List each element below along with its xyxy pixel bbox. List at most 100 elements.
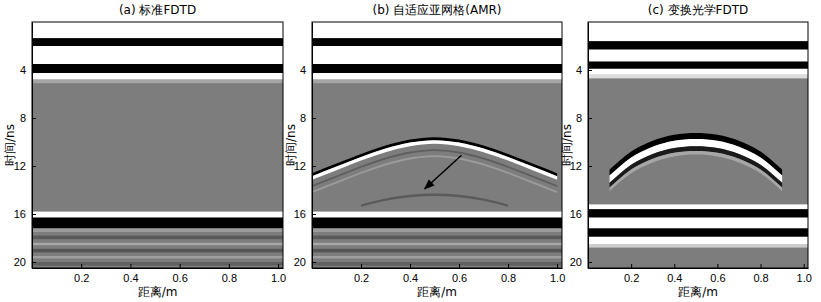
y-tick: 4 <box>20 64 36 76</box>
diffraction-hyperbola <box>312 140 557 180</box>
panel-title: (a) 标准FDTD <box>119 3 196 17</box>
y-axis-line <box>32 23 33 269</box>
reflection-band <box>588 204 808 209</box>
x-tick-label: 1.0 <box>550 272 565 284</box>
x-tick-mark <box>717 264 718 268</box>
x-tick-label: 0.2 <box>624 272 639 284</box>
x-tick: 0.2 <box>354 264 369 284</box>
x-axis: 0.2 0.4 0.6 0.8 1.0 <box>33 264 287 284</box>
reflection-band <box>588 69 808 75</box>
y-tick-mark <box>312 262 316 263</box>
x-tick-label: 0.6 <box>172 272 187 284</box>
x-tick-mark <box>180 264 181 268</box>
y-tick-label: 8 <box>300 112 306 124</box>
x-tick-label: 1.0 <box>271 272 286 284</box>
reflection-band <box>312 256 562 258</box>
diffraction-hyperbola <box>610 139 783 183</box>
reflection-band <box>312 22 562 38</box>
y-tick: 8 <box>300 112 316 124</box>
y-tick-mark <box>588 118 592 119</box>
y-tick-label: 16 <box>570 208 582 220</box>
reflection-band <box>32 256 283 258</box>
x-tick-label: 0.2 <box>354 272 369 284</box>
x-tick-mark <box>130 264 131 268</box>
reflection-band <box>32 218 283 229</box>
y-tick-label: 20 <box>294 256 306 268</box>
x-tick-label: 0.4 <box>667 272 682 284</box>
y-tick-mark <box>588 166 592 167</box>
x-tick: 0.4 <box>403 264 418 284</box>
y-tick: 16 <box>570 208 592 220</box>
reflection-band <box>312 212 562 218</box>
y-tick-label: 4 <box>20 64 26 76</box>
x-tick: 1.0 <box>271 264 286 284</box>
reflection-band <box>588 62 808 69</box>
x-tick-label: 0.6 <box>710 272 725 284</box>
x-tick-mark <box>361 264 362 268</box>
reflection-band <box>32 73 283 80</box>
reflection-band <box>588 50 808 62</box>
reflection-band <box>588 228 808 236</box>
y-axis-title: 时间/ns <box>560 124 574 166</box>
y-tick-mark <box>32 262 36 263</box>
reflection-band <box>32 262 283 266</box>
reflection-band <box>312 236 562 240</box>
reflection-band <box>588 75 808 79</box>
x-tick-label: 0.6 <box>452 272 467 284</box>
x-tick-label: 0.8 <box>222 272 237 284</box>
y-tick-label: 20 <box>14 256 26 268</box>
reflection-band <box>588 237 808 244</box>
panel: 0.20.40.60.81.048121620(c) 变换光学FDTD距离/m时… <box>560 3 812 299</box>
reflection-band <box>588 41 808 49</box>
reflection-band <box>32 22 283 38</box>
y-tick: 4 <box>300 64 316 76</box>
reflection-band <box>32 38 283 46</box>
reflection-band <box>32 249 283 253</box>
x-tick: 0.8 <box>753 264 768 284</box>
reflection-band <box>312 262 562 266</box>
x-tick-label: 0.8 <box>501 272 516 284</box>
y-tick-mark <box>32 70 36 71</box>
y-axis-title: 时间/ns <box>284 124 298 166</box>
x-tick: 1.0 <box>797 264 812 284</box>
x-axis: 0.2 0.4 0.6 0.8 1.0 <box>313 264 566 284</box>
y-tick: 8 <box>576 112 592 124</box>
panel: 0.20.40.60.81.048121620(a) 标准FDTD距离/m时间/… <box>3 3 287 299</box>
arrow <box>425 155 462 189</box>
reflection-band <box>588 22 808 41</box>
x-tick-label: 1.0 <box>797 272 812 284</box>
plot-area <box>588 22 808 268</box>
reflection-band <box>312 80 562 84</box>
y-tick-label: 20 <box>570 256 582 268</box>
plot-frame <box>32 22 283 268</box>
x-tick-mark <box>229 264 230 268</box>
reflection-band <box>588 218 808 229</box>
x-tick: 1.0 <box>550 264 565 284</box>
y-tick-mark <box>312 70 316 71</box>
x-axis: 0.2 0.4 0.6 0.8 1.0 <box>589 264 812 284</box>
y-tick-label: 4 <box>300 64 306 76</box>
plot-background <box>32 22 283 268</box>
x-axis-line <box>589 268 809 269</box>
reflection-band <box>312 46 562 64</box>
x-tick: 0.2 <box>624 264 639 284</box>
x-tick-label: 0.4 <box>123 272 138 284</box>
reflection-band <box>312 243 562 245</box>
x-tick-mark <box>459 264 460 268</box>
x-tick-mark <box>557 264 558 268</box>
x-axis-title: 距离/m <box>138 285 178 299</box>
reflection-band <box>32 212 283 218</box>
y-tick-mark <box>32 118 36 119</box>
reflection-band <box>588 209 808 217</box>
y-axis: 48121620 <box>14 23 36 269</box>
figure: 0.20.40.60.81.048121620(a) 标准FDTD距离/m时间/… <box>0 0 821 302</box>
plot-area <box>32 22 283 268</box>
x-tick-mark <box>631 264 632 268</box>
diffraction-hyperbola <box>312 149 557 187</box>
x-tick-mark <box>508 264 509 268</box>
y-tick-label: 16 <box>14 208 26 220</box>
x-tick-mark <box>761 264 762 268</box>
x-tick: 0.2 <box>74 264 89 284</box>
y-tick: 16 <box>14 208 36 220</box>
y-axis-line <box>588 23 589 269</box>
